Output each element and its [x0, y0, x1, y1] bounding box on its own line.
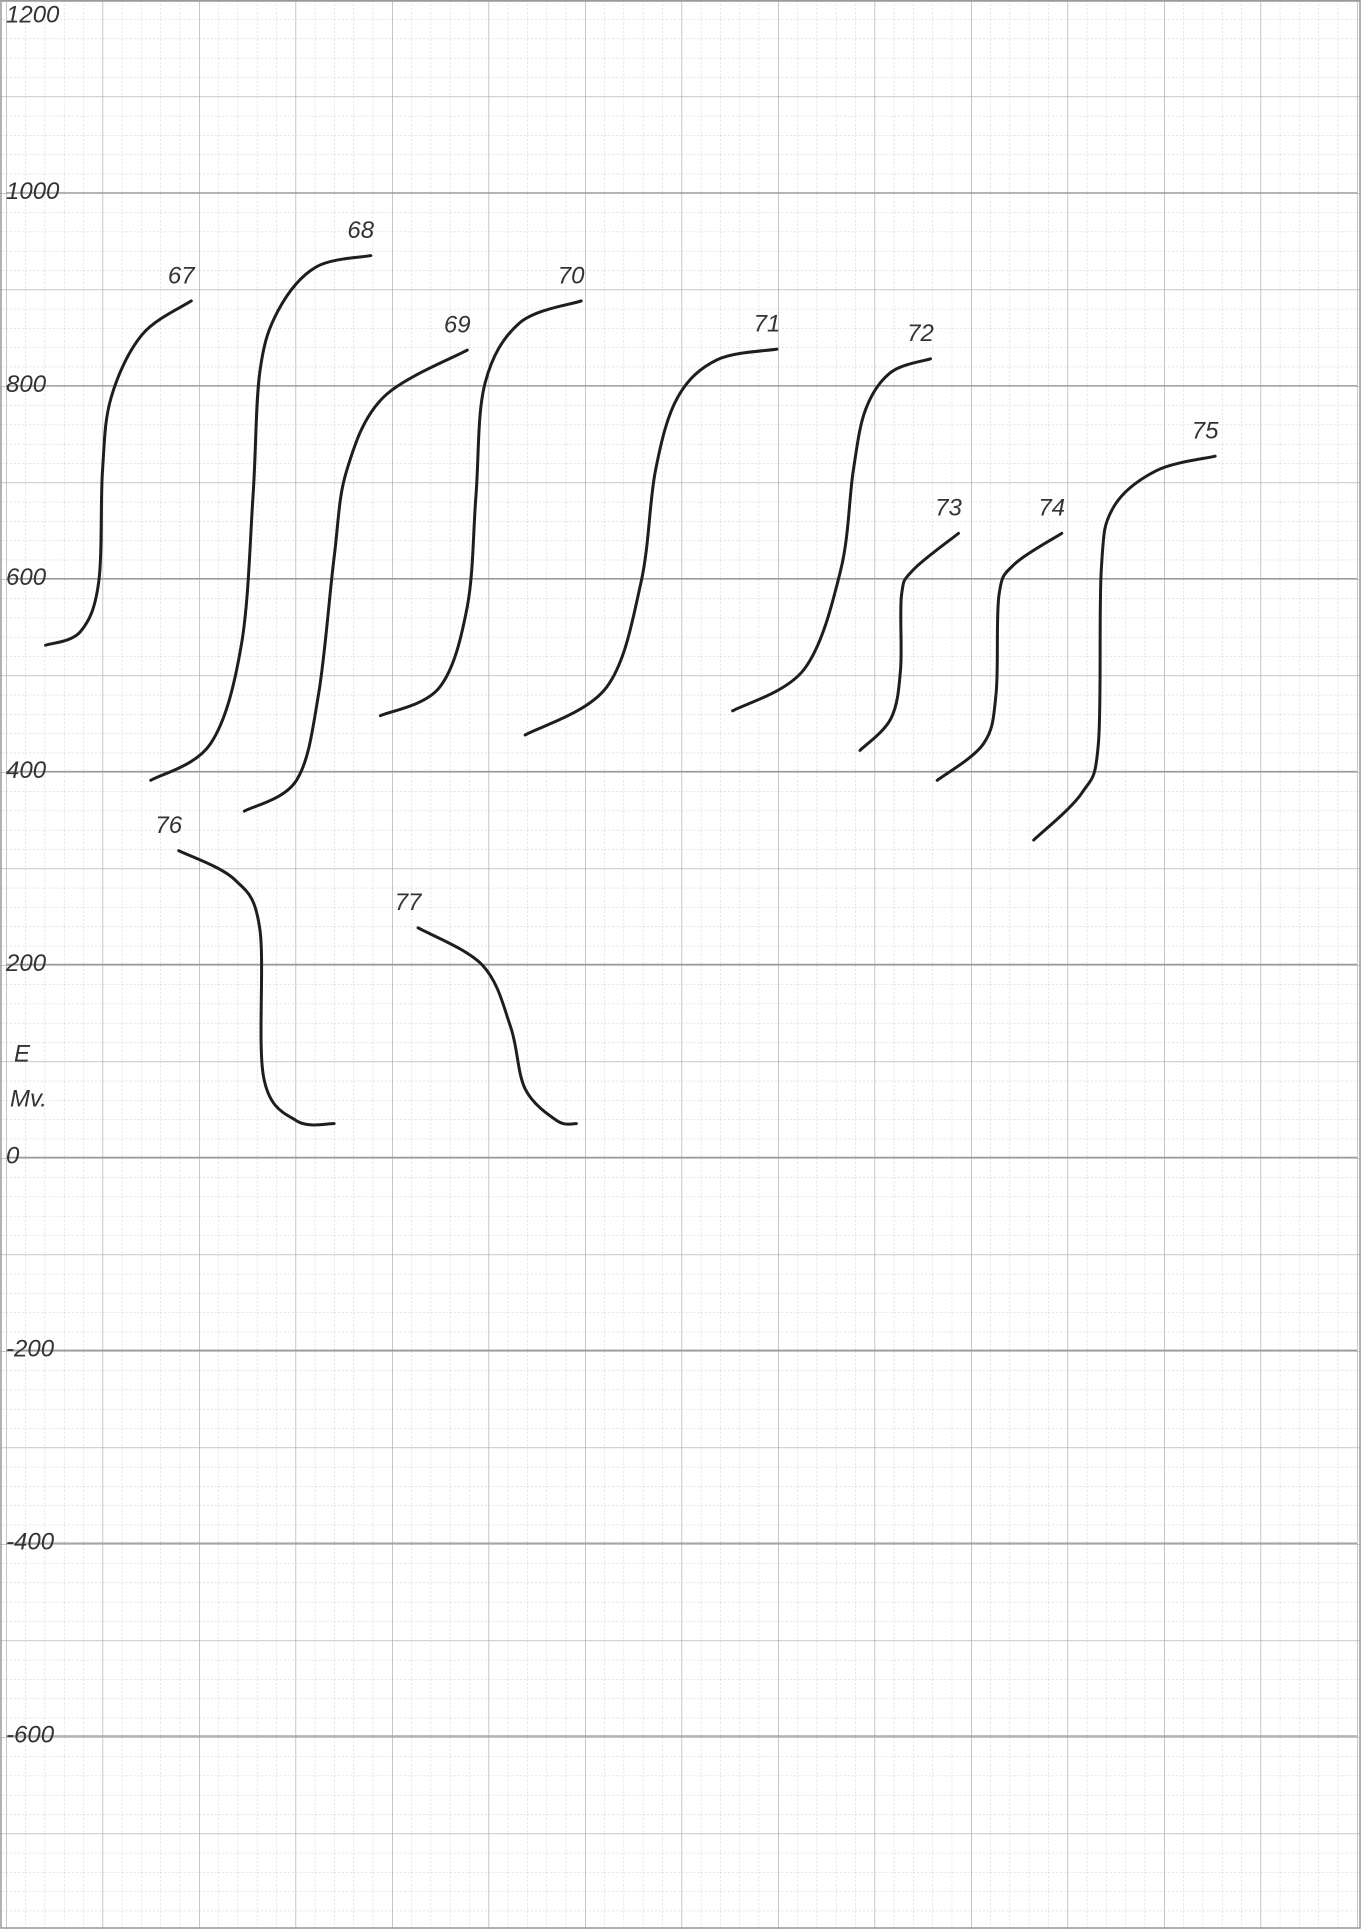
- curve-label: 77: [395, 889, 423, 916]
- y-tick-label: -600: [6, 1721, 55, 1748]
- curve-label: 75: [1192, 418, 1219, 445]
- curve-label: 76: [155, 812, 182, 839]
- page: E Mv. 1200 1000 800 600 400 200 0 -200 -400 -600 6…: [0, 0, 1361, 1929]
- y-tick-label: 200: [5, 950, 47, 977]
- y-tick-label: -400: [6, 1529, 55, 1556]
- curve-label: 70: [558, 262, 585, 289]
- y-tick-label: 600: [6, 564, 47, 591]
- curve-label: 71: [754, 310, 781, 337]
- y-tick-label: 0: [6, 1143, 20, 1170]
- chart: E Mv. 1200 1000 800 600 400 200 0 -200 -400 -600 6…: [0, 0, 1361, 1929]
- curve-label: 72: [907, 320, 934, 347]
- y-axis-unit: Mv.: [10, 1085, 47, 1112]
- y-axis-label: E: [14, 1040, 31, 1067]
- curve-label: 69: [444, 311, 471, 338]
- y-tick-label: 1200: [6, 1, 60, 28]
- y-tick-label: 800: [6, 371, 47, 398]
- curve-label: 73: [935, 495, 962, 522]
- y-tick-label: -200: [6, 1336, 55, 1363]
- curve-label: 67: [168, 262, 196, 289]
- y-tick-label: 400: [6, 757, 47, 784]
- y-tick-label: 1000: [6, 178, 60, 205]
- curve-label: 68: [347, 217, 374, 244]
- curve-label: 74: [1038, 495, 1065, 522]
